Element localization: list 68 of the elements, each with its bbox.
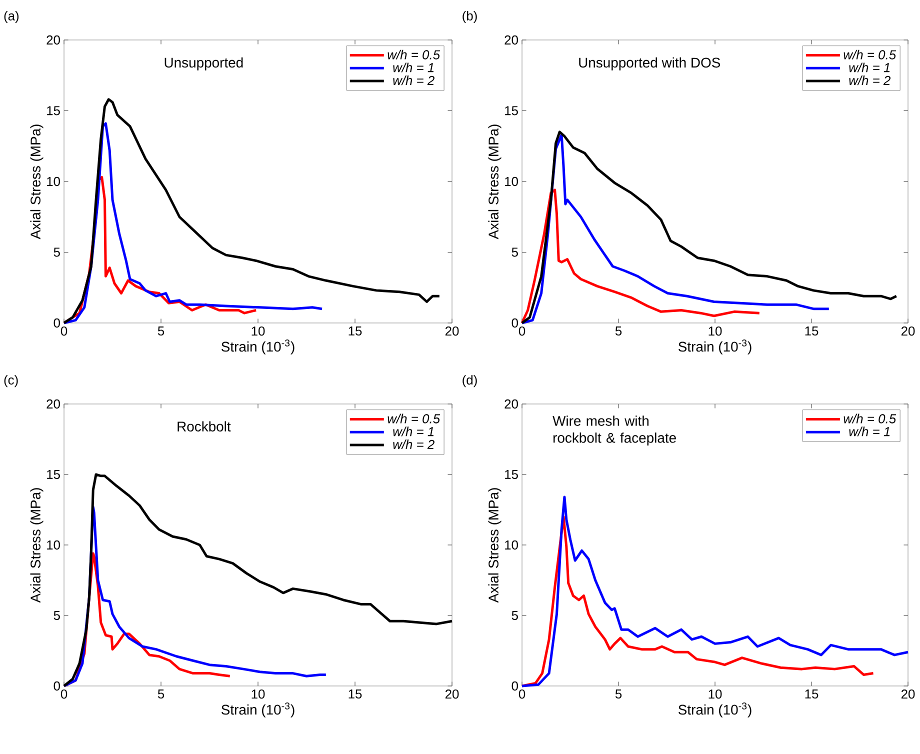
legend-label: w/h = 0.5 [844, 414, 896, 424]
x-tick-label: 5 [158, 326, 164, 336]
y-tick-label: 0 [512, 318, 518, 328]
x-axis-title: Strain (10$^{-3}$) [222, 702, 294, 718]
x-tick-label: 20 [445, 690, 459, 699]
legend-label: w/h = 1 [849, 426, 890, 436]
x-tick-label: 10 [252, 690, 265, 699]
text: Unsupported with DOS [579, 57, 720, 70]
x-axis-title: Strain (10$^{-3}$) [222, 340, 294, 354]
legend-label: w/h = 2 [393, 440, 434, 450]
x-tick-label: 5 [615, 326, 622, 336]
text: (a) [4, 10, 19, 24]
x-tick-label: 5 [158, 690, 164, 699]
y-tick-label: 20 [504, 35, 518, 45]
legend-label: w/h = 1 [849, 62, 890, 72]
y-tick-label: 5 [54, 610, 60, 620]
y-tick-label: 5 [512, 248, 518, 257]
legend-label: w/h = 1 [393, 426, 434, 436]
x-tick-label: 15 [805, 326, 818, 336]
y-tick-label: 5 [512, 610, 518, 620]
legend-label: w/h = 2 [849, 76, 890, 86]
x-axis-title: Strain (10$^{-3}$) [678, 702, 752, 718]
text: Unsupported [164, 57, 243, 70]
x-tick-label: 10 [708, 690, 722, 699]
x-tick-label: 15 [348, 690, 362, 699]
x-tick-label: 15 [805, 690, 818, 699]
legend-label: w/h = 0.5 [388, 414, 440, 424]
y-tick-label: 10 [47, 540, 60, 550]
y-tick-label: 10 [505, 176, 518, 186]
y-tick-label: 15 [47, 470, 60, 479]
y-axis-title: Axial Stress (MPa) [30, 488, 44, 603]
x-tick-label: 15 [348, 326, 362, 336]
y-tick-label: 20 [504, 399, 518, 409]
y-tick-label: 10 [505, 540, 518, 550]
y-tick-label: 5 [54, 248, 60, 257]
y-tick-label: 20 [46, 35, 60, 45]
x-tick-label: 20 [901, 326, 915, 336]
legend-label: w/h = 0.5 [388, 50, 440, 60]
x-tick-label: 5 [615, 690, 622, 699]
y-tick-label: 0 [512, 681, 518, 691]
y-tick-label: 0 [54, 318, 60, 328]
line-series [520, 188, 761, 324]
x-tick-label: 0 [60, 326, 68, 336]
x-tick-label: 10 [708, 326, 722, 336]
text: (d) [462, 375, 477, 388]
y-tick-label: 0 [54, 681, 60, 691]
x-tick-label: 0 [60, 690, 68, 699]
y-tick-label: 10 [47, 176, 60, 186]
y-axis-title: Axial Stress (MPa) [30, 124, 44, 240]
text: (b) [462, 10, 477, 24]
y-tick-label: 20 [46, 399, 60, 409]
legend-label: w/h = 0.5 [844, 50, 896, 60]
x-tick-label: 20 [901, 690, 915, 699]
x-tick-label: 0 [518, 690, 526, 699]
x-tick-label: 20 [445, 326, 459, 336]
text: Rockbolt [178, 421, 231, 432]
y-tick-label: 15 [47, 106, 60, 116]
y-tick-label: 15 [505, 106, 518, 116]
y-tick-label: 15 [505, 470, 518, 479]
x-tick-label: 0 [518, 326, 526, 336]
y-axis-title: Axial Stress (MPa) [488, 124, 502, 240]
legend-label: w/h = 2 [393, 76, 434, 86]
y-axis-title: Axial Stress (MPa) [488, 488, 502, 603]
text: Wire mesh with rockbolt & faceplate [552, 416, 676, 446]
text: (c) [4, 375, 18, 388]
x-axis-title: Strain (10$^{-3}$) [678, 340, 752, 354]
x-tick-label: 10 [252, 326, 265, 336]
legend-label: w/h = 1 [393, 62, 434, 72]
